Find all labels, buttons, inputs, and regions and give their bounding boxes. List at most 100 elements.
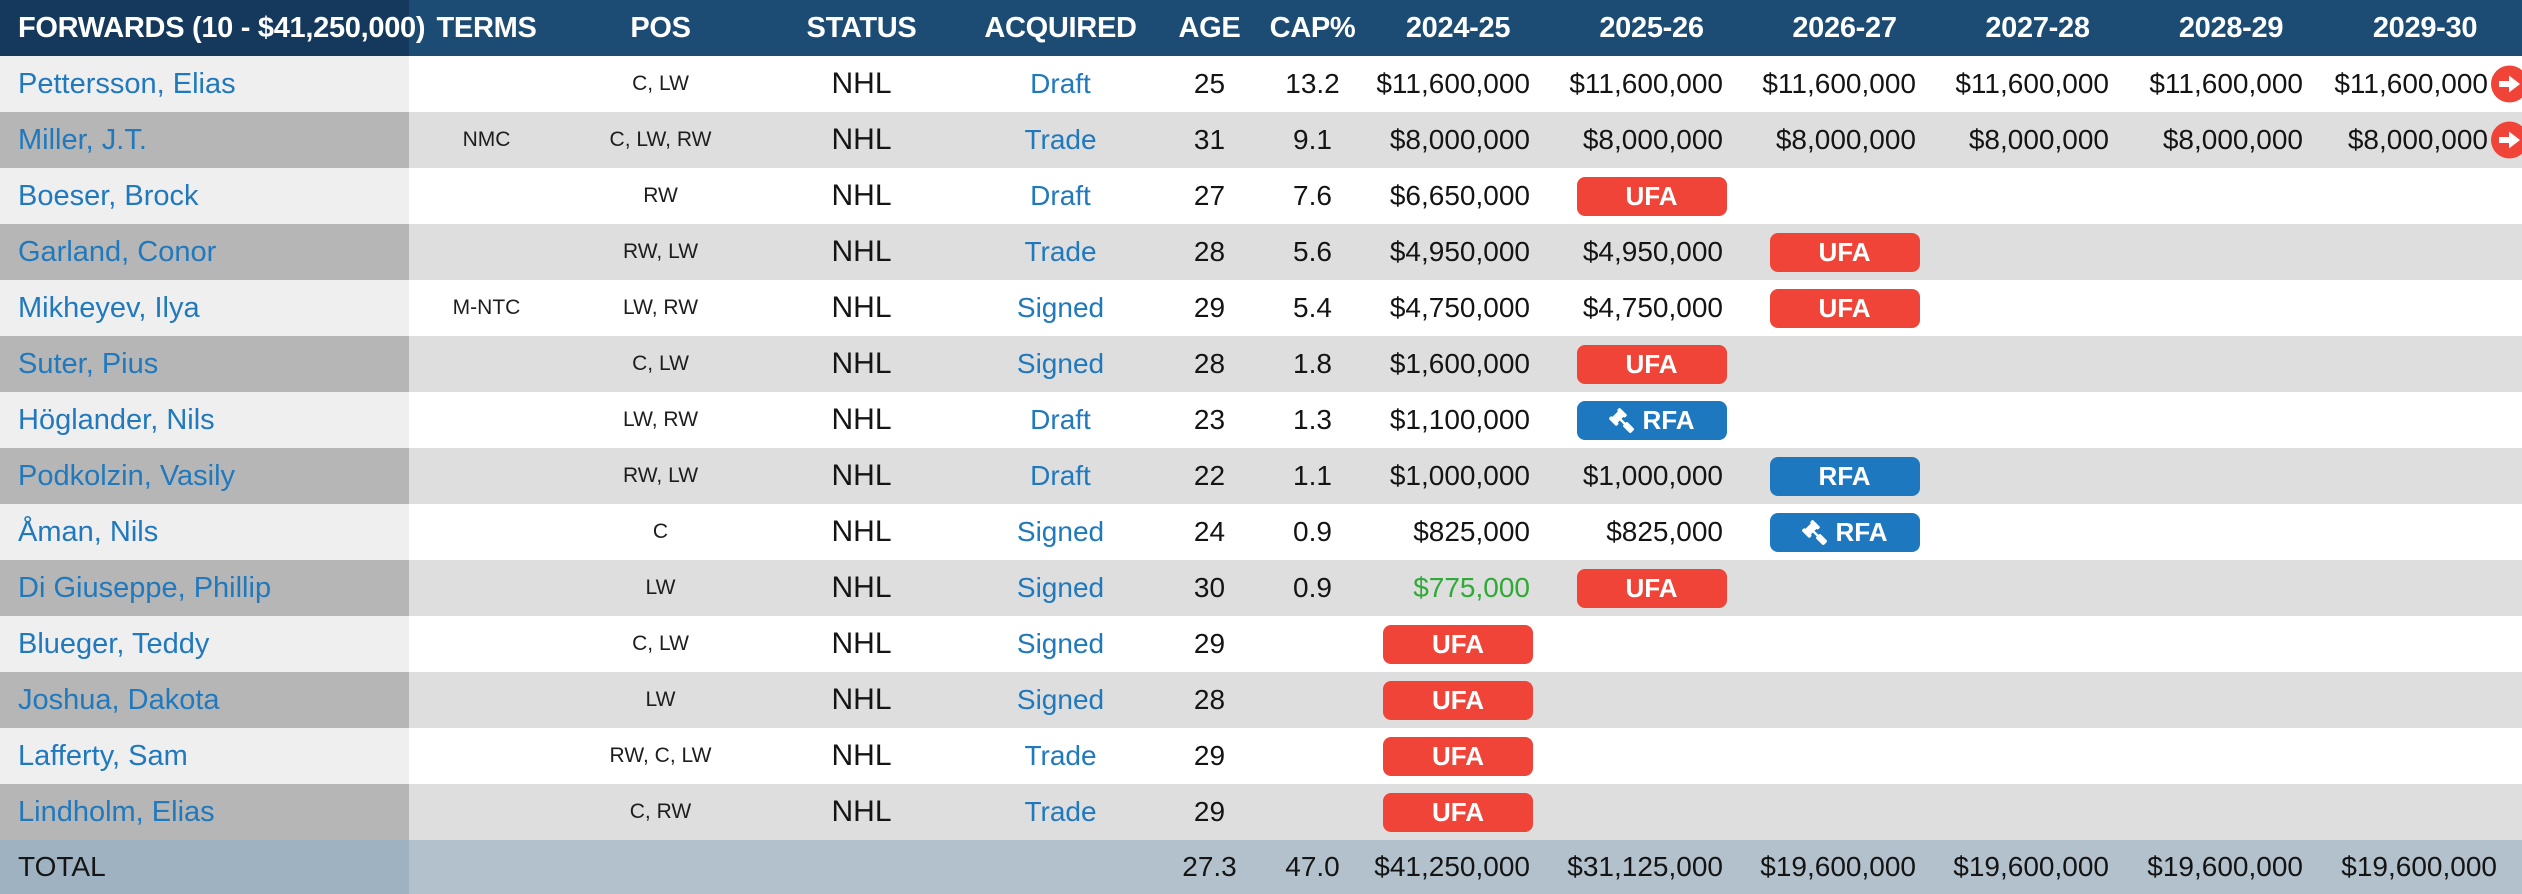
total-acquired-cell bbox=[966, 840, 1155, 894]
cap-hit-value: $4,750,000 bbox=[1582, 292, 1723, 323]
acquired-link[interactable]: Signed bbox=[1016, 572, 1105, 603]
player-name-link[interactable]: Di Giuseppe, Phillip bbox=[0, 560, 409, 616]
season-cell bbox=[2134, 784, 2328, 840]
ufa-badge[interactable]: UFA bbox=[1576, 176, 1727, 216]
player-name-link[interactable]: Garland, Conor bbox=[0, 224, 409, 280]
badge-label: UFA bbox=[1432, 684, 1484, 715]
player-name-link[interactable]: Joshua, Dakota bbox=[0, 672, 409, 728]
player-name-link[interactable]: Lafferty, Sam bbox=[0, 728, 409, 784]
player-name-link[interactable]: Mikheyev, Ilya bbox=[0, 280, 409, 336]
season-cell: UFA bbox=[1361, 616, 1555, 672]
status-value: NHL bbox=[831, 571, 892, 604]
age-value: 27 bbox=[1193, 180, 1226, 211]
badge-label: UFA bbox=[1625, 572, 1678, 603]
player-row: Garland, Conor RW, LW NHL Trade 28 5.6 $… bbox=[0, 224, 2522, 280]
ufa-badge[interactable]: UFA bbox=[1383, 792, 1533, 832]
badge-label: UFA bbox=[1432, 740, 1484, 771]
age-value: 31 bbox=[1193, 124, 1226, 155]
column-header-2029-30[interactable]: 2029-30 bbox=[2372, 11, 2478, 44]
season-cell bbox=[1748, 560, 1941, 616]
ufa-badge[interactable]: UFA bbox=[1383, 680, 1533, 720]
season-cell: $11,600,000 bbox=[1941, 56, 2134, 112]
column-header-status[interactable]: STATUS bbox=[806, 11, 917, 44]
column-header-2025-26[interactable]: 2025-26 bbox=[1599, 11, 1704, 44]
cap-hit-value: $8,000,000 bbox=[1968, 124, 2109, 155]
acquired-link[interactable]: Trade bbox=[1024, 740, 1097, 771]
column-header-2027-28[interactable]: 2027-28 bbox=[1985, 11, 2090, 44]
cap-pct-value bbox=[1264, 784, 1361, 840]
acquired-link[interactable]: Signed bbox=[1016, 348, 1105, 379]
rfa-badge[interactable]: RFA bbox=[1769, 512, 1920, 552]
acquired-link[interactable]: Draft bbox=[1030, 404, 1091, 435]
player-row: Podkolzin, Vasily RW, LW NHL Draft 22 1.… bbox=[0, 448, 2522, 504]
column-header-cap-[interactable]: CAP% bbox=[1269, 11, 1356, 44]
season-cell bbox=[2328, 448, 2522, 504]
ufa-badge[interactable]: UFA bbox=[1576, 344, 1727, 384]
status-value: NHL bbox=[831, 739, 892, 772]
acquired-link[interactable]: Signed bbox=[1016, 628, 1105, 659]
season-cell: RFA bbox=[1748, 504, 1941, 560]
season-cell bbox=[2328, 392, 2522, 448]
season-cell: $8,000,000 bbox=[1941, 112, 2134, 168]
column-header-acquired[interactable]: ACQUIRED bbox=[984, 11, 1137, 44]
season-cell bbox=[1941, 616, 2134, 672]
acquired-link[interactable]: Signed bbox=[1016, 292, 1105, 323]
cap-hit-value: $11,600,000 bbox=[1762, 68, 1916, 99]
acquired-link[interactable]: Draft bbox=[1030, 68, 1091, 99]
position-value: RW bbox=[643, 184, 678, 207]
badge-label: RFA bbox=[1642, 404, 1695, 435]
cap-hit-value: $4,750,000 bbox=[1389, 292, 1530, 323]
acquired-link[interactable]: Trade bbox=[1024, 236, 1097, 267]
ufa-badge[interactable]: UFA bbox=[1383, 624, 1533, 664]
cap-hit-value: $11,600,000 bbox=[1569, 68, 1723, 99]
contract-terms-value bbox=[409, 728, 564, 784]
column-header-terms[interactable]: TERMS bbox=[436, 11, 537, 44]
column-header-2024-25[interactable]: 2024-25 bbox=[1405, 11, 1511, 44]
season-cell bbox=[1941, 784, 2134, 840]
column-header-age[interactable]: AGE bbox=[1178, 11, 1241, 44]
ufa-badge[interactable]: UFA bbox=[1576, 568, 1727, 608]
cap-pct-value: 5.6 bbox=[1293, 236, 1332, 267]
player-name-link[interactable]: Lindholm, Elias bbox=[0, 784, 409, 840]
ufa-badge[interactable]: UFA bbox=[1769, 288, 1920, 328]
player-name-link[interactable]: Höglander, Nils bbox=[0, 392, 409, 448]
column-header-2026-27[interactable]: 2026-27 bbox=[1792, 11, 1897, 44]
acquired-link[interactable]: Signed bbox=[1016, 516, 1105, 547]
total-cap-hit-value: $19,600,000 bbox=[2341, 851, 2497, 882]
season-cell bbox=[1748, 616, 1941, 672]
column-header-forwards[interactable]: FORWARDS (10 - $41,250,000) bbox=[0, 0, 426, 56]
season-cell: $11,600,000 bbox=[1555, 56, 1748, 112]
rfa-badge[interactable]: RFA bbox=[1769, 456, 1920, 496]
acquired-link[interactable]: Trade bbox=[1024, 796, 1097, 827]
cap-hit-value: $6,650,000 bbox=[1389, 180, 1530, 211]
season-cell: $11,600,000 bbox=[1361, 56, 1555, 112]
contract-terms-value bbox=[409, 560, 564, 616]
ufa-badge[interactable]: UFA bbox=[1769, 232, 1920, 272]
age-value: 30 bbox=[1193, 572, 1226, 603]
player-name-link[interactable]: Boeser, Brock bbox=[0, 168, 409, 224]
player-name-link[interactable]: Suter, Pius bbox=[0, 336, 409, 392]
season-cell: $11,600,000 bbox=[1748, 56, 1941, 112]
rfa-badge[interactable]: RFA bbox=[1576, 400, 1727, 440]
column-header-2028-29[interactable]: 2028-29 bbox=[2178, 11, 2284, 44]
acquired-link[interactable]: Trade bbox=[1024, 124, 1097, 155]
season-cell bbox=[2134, 168, 2328, 224]
acquired-link[interactable]: Signed bbox=[1016, 684, 1105, 715]
season-cell bbox=[2328, 728, 2522, 784]
acquired-link[interactable]: Draft bbox=[1030, 460, 1091, 491]
status-value: NHL bbox=[831, 683, 892, 716]
age-value: 24 bbox=[1193, 516, 1226, 547]
season-cell: $11,600,000 bbox=[2134, 56, 2328, 112]
player-name-link[interactable]: Podkolzin, Vasily bbox=[0, 448, 409, 504]
acquired-link[interactable]: Draft bbox=[1030, 180, 1091, 211]
season-cell: UFA bbox=[1748, 224, 1941, 280]
player-name-link[interactable]: Miller, J.T. bbox=[0, 112, 409, 168]
ufa-badge[interactable]: UFA bbox=[1383, 736, 1533, 776]
player-name-link[interactable]: Pettersson, Elias bbox=[0, 56, 409, 112]
player-name-link[interactable]: Blueger, Teddy bbox=[0, 616, 409, 672]
total-season-cell: $31,125,000 bbox=[1555, 840, 1748, 894]
player-name-link[interactable]: Åman, Nils bbox=[0, 504, 409, 560]
column-header-pos[interactable]: POS bbox=[630, 11, 691, 44]
season-cell: UFA bbox=[1361, 728, 1555, 784]
cap-hit-value: $1,000,000 bbox=[1389, 460, 1530, 491]
